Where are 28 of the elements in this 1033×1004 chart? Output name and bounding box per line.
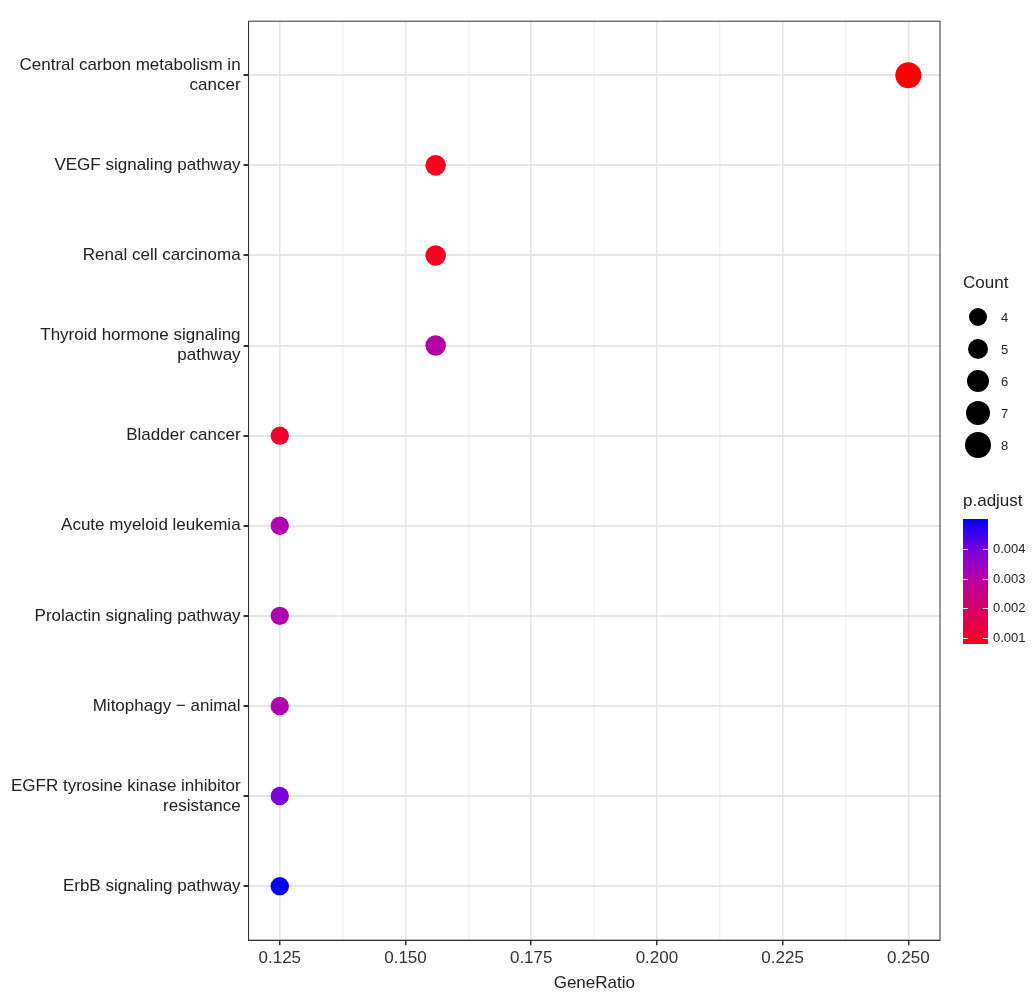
legend-label: 7 — [1001, 405, 1009, 421]
y-tick-label: Mitophagy − animal — [92, 695, 241, 715]
color-bar-title: p.adjust — [963, 491, 1023, 511]
legend-title: Count — [963, 273, 1010, 293]
y-tick-label: Central carbon metabolism in cancer — [19, 54, 241, 95]
legend-label: 6 — [1001, 373, 1009, 389]
color-bar-label: 0.001 — [993, 630, 1026, 646]
y-tick-label: Renal cell carcinoma — [82, 245, 242, 265]
x-tick-label: 0.200 — [635, 948, 679, 968]
legend-label: 5 — [1001, 341, 1009, 357]
y-tick-label: Prolactin signaling pathway — [34, 605, 242, 625]
y-tick-label: ErbB signaling pathway — [62, 875, 242, 895]
x-tick-label: 0.175 — [509, 948, 553, 968]
x-tick-label: 0.150 — [384, 948, 427, 968]
x-axis-title: GeneRatio — [553, 973, 635, 993]
color-bar-label: 0.002 — [993, 600, 1026, 616]
y-tick-label: EGFR tyrosine kinase inhibitor resistance — [11, 775, 241, 815]
x-tick-label: 0.125 — [258, 948, 302, 968]
y-tick-label: Thyroid hormone signaling pathway — [40, 325, 242, 365]
color-bar-label: 0.003 — [993, 570, 1026, 586]
legend-label: 4 — [1001, 309, 1009, 325]
y-tick-label: VEGF signaling pathway — [54, 155, 242, 175]
y-tick-label: Bladder cancer — [126, 425, 241, 445]
color-bar-label: 0.004 — [993, 540, 1026, 556]
y-tick-label: Acute myeloid leukemia — [61, 515, 242, 535]
x-tick-label: 0.225 — [761, 948, 804, 968]
legend-label: 8 — [1001, 437, 1009, 453]
x-tick-label: 0.250 — [887, 948, 930, 968]
